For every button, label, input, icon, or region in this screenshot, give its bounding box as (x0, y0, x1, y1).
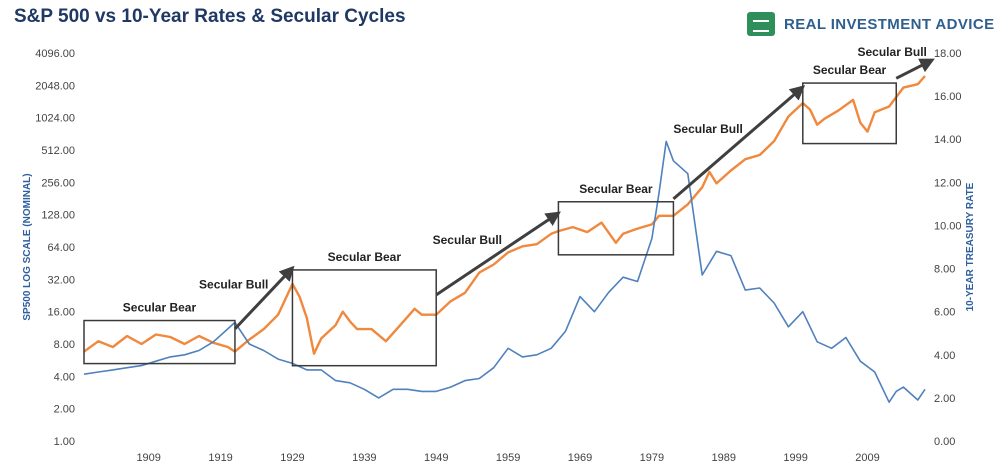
y-right-tick-label: 10.00 (934, 220, 962, 232)
y-right-tick-label: 18.00 (934, 48, 962, 60)
brand-logo: REAL INVESTMENT ADVICE (747, 12, 995, 36)
y-left-tick-label: 16.00 (47, 307, 75, 319)
x-tick-label: 2009 (855, 452, 879, 464)
y-left-tick-label: 8.00 (54, 339, 75, 351)
x-tick-label: 1959 (496, 452, 520, 464)
x-tick-label: 1919 (208, 452, 232, 464)
secular-bull-arrow (672, 85, 806, 201)
y-left-tick-label: 256.00 (41, 177, 75, 189)
y-left-tick-label: 1024.00 (35, 113, 75, 125)
secular-bear-label: Secular Bear (579, 182, 653, 196)
y-left-tick-label: 32.00 (47, 274, 75, 286)
secular-bear-label: Secular Bear (813, 63, 887, 77)
secular-bull-label: Secular Bull (433, 233, 502, 247)
y-left-tick-label: 2.00 (54, 404, 75, 416)
secular-bear-label: Secular Bear (123, 301, 197, 315)
y-right-axis-label: 10-YEAR TREASURY RATE (965, 182, 976, 311)
secular-bear-box (291, 269, 437, 367)
x-tick-label: 1979 (640, 452, 664, 464)
y-left-axis-label: SP500 LOG SCALE (NOMINAL) (22, 173, 33, 320)
y-right-tick-label: 14.00 (934, 134, 962, 146)
y-right-tick-label: 2.00 (934, 393, 955, 405)
y-right-tick-label: 0.00 (934, 436, 955, 448)
y-right-tick-label: 6.00 (934, 307, 955, 319)
y-right-tick-label: 16.00 (934, 91, 962, 103)
x-tick-label: 1929 (280, 452, 304, 464)
y-right-tick-label: 4.00 (934, 350, 955, 362)
secular-bull-arrow (895, 58, 935, 80)
secular-bull-arrow (435, 211, 561, 297)
y-left-tick-label: 2048.00 (35, 80, 75, 92)
y-left-tick-label: 64.00 (47, 242, 75, 254)
y-left-tick-label: 512.00 (41, 145, 75, 157)
secular-bear-label: Secular Bear (328, 250, 402, 264)
x-tick-label: 1969 (568, 452, 592, 464)
x-tick-label: 1939 (352, 452, 376, 464)
y-left-tick-label: 128.00 (41, 210, 75, 222)
y-left-tick-label: 1.00 (54, 436, 75, 448)
chart-title: S&P 500 vs 10-Year Rates & Secular Cycle… (14, 6, 406, 27)
logo-text: REAL INVESTMENT ADVICE (784, 15, 995, 33)
chat-bubble-icon (747, 12, 775, 36)
treasury-series-line (83, 140, 926, 403)
secular-bull-label: Secular Bull (673, 122, 742, 136)
sp500-series-line (83, 75, 926, 355)
y-left-tick-label: 4096.00 (35, 48, 75, 60)
secular-bull-arrow (233, 265, 295, 330)
y-right-tick-label: 12.00 (934, 177, 962, 189)
x-tick-label: 1999 (783, 452, 807, 464)
y-right-tick-label: 8.00 (934, 264, 955, 276)
secular-bull-label: Secular Bull (858, 45, 927, 59)
x-tick-label: 1949 (424, 452, 448, 464)
secular-bull-label: Secular Bull (199, 277, 268, 291)
y-left-tick-label: 4.00 (54, 371, 75, 383)
secular-bear-box (83, 319, 236, 365)
secular-bear-box (557, 201, 675, 256)
secular-bear-box (802, 82, 897, 145)
x-tick-label: 1989 (711, 452, 735, 464)
x-tick-label: 1909 (136, 452, 160, 464)
